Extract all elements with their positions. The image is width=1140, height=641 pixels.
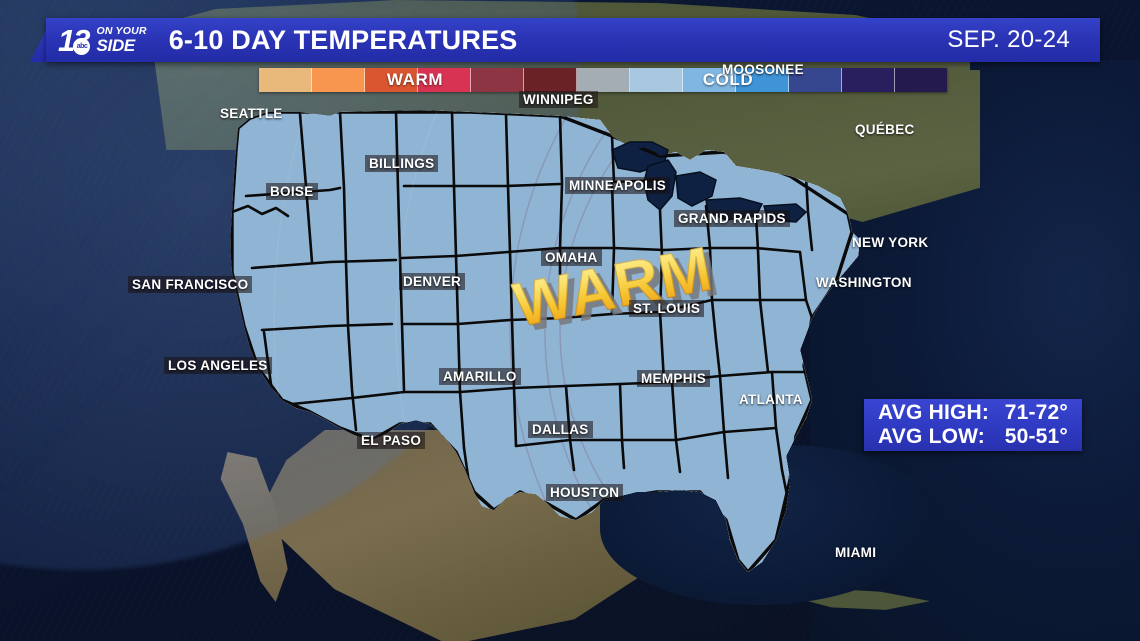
city-label-atlanta: ATLANTA [739, 392, 803, 407]
legend-swatch-9 [736, 68, 789, 92]
city-label-omaha: OMAHA [541, 249, 602, 266]
city-label-qu-bec: QUÉBEC [855, 122, 915, 137]
logo-13-text: 13 abc [58, 25, 91, 56]
temperature-legend [259, 68, 947, 92]
avg-low-row: AVG LOW: 50-51° [878, 425, 1068, 449]
logo-tagline: ON YOUR SIDE [96, 26, 146, 55]
city-label-grand-rapids: GRAND RAPIDS [674, 210, 790, 227]
legend-swatch-11 [842, 68, 895, 92]
legend-swatch-10 [789, 68, 842, 92]
city-label-amarillo: AMARILLO [439, 368, 521, 385]
city-label-boise: BOISE [266, 183, 318, 200]
date-range: SEP. 20-24 [947, 26, 1070, 53]
city-label-moosonee: MOOSONEE [722, 62, 804, 77]
abc-circle-icon: abc [73, 37, 91, 55]
city-label-winnipeg: WINNIPEG [519, 91, 598, 108]
legend-swatch-7 [630, 68, 683, 92]
avg-low-label: AVG LOW: [878, 425, 985, 448]
legend-swatch-12 [895, 68, 947, 92]
contour-lines [509, 110, 860, 572]
average-temperature-box: AVG HIGH: 71-72° AVG LOW: 50-51° [864, 399, 1082, 451]
legend-swatch-3 [418, 68, 471, 92]
city-label-billings: BILLINGS [365, 155, 439, 172]
logo-on-your-text: ON YOUR [96, 24, 147, 37]
legend-swatch-8 [683, 68, 736, 92]
legend-swatch-2 [365, 68, 418, 92]
logo-side-text: SIDE [96, 36, 135, 56]
city-label-dallas: DALLAS [528, 421, 593, 438]
legend-swatch-5 [524, 68, 577, 92]
legend-swatch-4 [471, 68, 524, 92]
avg-high-label: AVG HIGH: [878, 401, 990, 425]
city-label-san-francisco: SAN FRANCISCO [128, 276, 253, 293]
legend-swatch-1 [312, 68, 365, 92]
avg-high-row: AVG HIGH: 71-72° [878, 401, 1068, 425]
city-label-los-angeles: LOS ANGELES [164, 357, 272, 374]
city-label-st-louis: ST. LOUIS [629, 300, 705, 317]
legend-swatch-6 [577, 68, 630, 92]
avg-low-value: 50-51° [1004, 425, 1068, 448]
city-label-miami: MIAMI [835, 545, 877, 560]
page-title: 6-10 DAY TEMPERATURES [168, 24, 518, 55]
legend-swatch-0 [259, 68, 312, 92]
city-label-washington: WASHINGTON [816, 275, 912, 290]
station-logo: 13 abc ON YOUR SIDE [58, 25, 147, 56]
city-label-houston: HOUSTON [546, 484, 624, 501]
city-label-memphis: MEMPHIS [637, 370, 711, 387]
band-edges [273, 110, 860, 572]
city-label-new-york: NEW YORK [852, 235, 929, 250]
city-label-el-paso: EL PASO [357, 432, 426, 449]
city-label-seattle: SEATTLE [220, 106, 283, 121]
avg-high-value: 71-72° [1004, 401, 1068, 425]
city-label-denver: DENVER [399, 273, 466, 290]
city-label-minneapolis: MINNEAPOLIS [565, 177, 671, 194]
abc-text: abc [76, 42, 88, 50]
header-bar: 13 abc ON YOUR SIDE 6-10 DAY TEMPERATURE… [46, 18, 1100, 62]
